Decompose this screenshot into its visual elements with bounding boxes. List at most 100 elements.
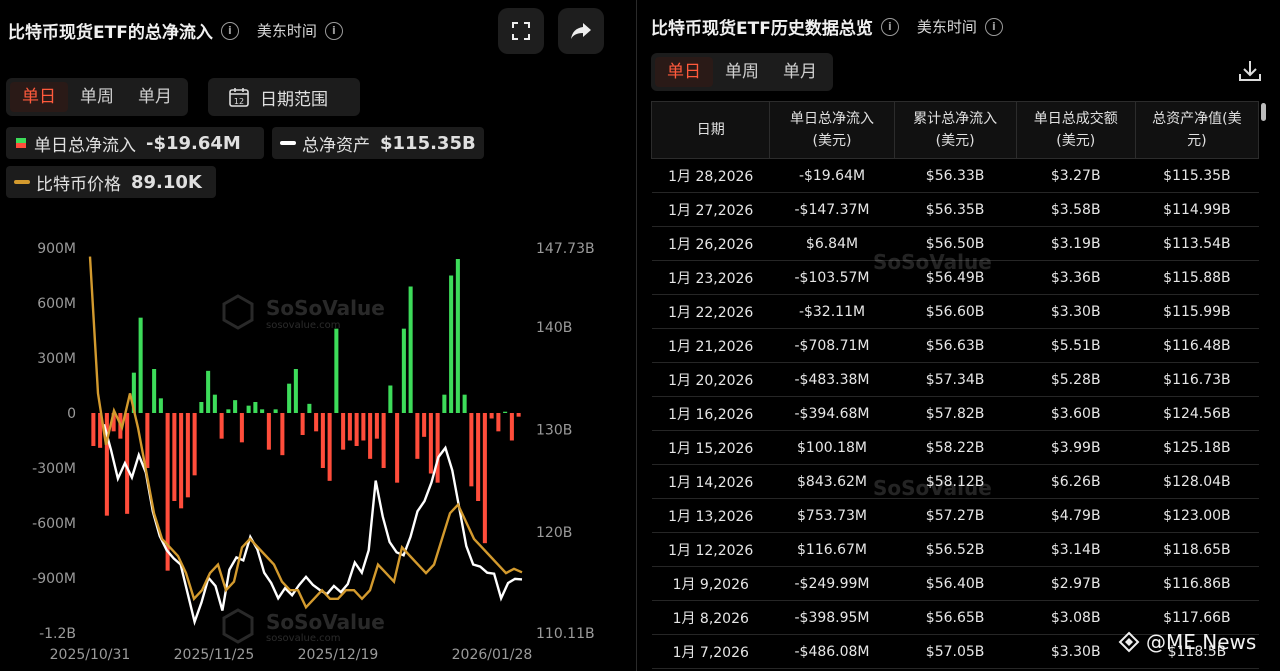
share-button[interactable] — [558, 8, 604, 54]
table-watermark: SoSoValue — [873, 250, 992, 274]
cell-date: 1月 21,2026 — [651, 328, 770, 363]
cell-nav: $115.88B — [1135, 260, 1259, 295]
watermark-logo-bottom: SoSoValue sosovalue.com — [222, 608, 385, 644]
cell-inflow: -$483.38M — [769, 362, 895, 397]
calendar-day: 12 — [234, 97, 244, 106]
cell-nav: $115.35B — [1135, 158, 1259, 193]
right-axis: 147.73B 140B 130B 120B 110.11B — [536, 241, 595, 642]
col-daily-inflow[interactable]: 单日总净流入 (美元) — [769, 101, 895, 159]
inflow-bar — [320, 413, 325, 468]
table-watermark-2: SoSoValue — [873, 476, 992, 500]
tab-weekly[interactable]: 单周 — [80, 87, 114, 107]
news-brand-label: @ME News — [1146, 630, 1257, 654]
inflow-bar — [388, 385, 393, 413]
inflow-bar — [212, 394, 217, 413]
history-timezone-info-icon[interactable]: i — [984, 17, 1003, 36]
history-tab-monthly[interactable]: 单月 — [783, 62, 817, 82]
inflow-bar — [104, 413, 109, 516]
inflow-bar — [361, 413, 366, 441]
inflow-bar — [462, 394, 467, 413]
inflow-bar — [199, 402, 204, 413]
watermark-site-bottom: sosovalue.com — [266, 633, 341, 644]
inflow-bar — [152, 369, 157, 413]
cell-nav: $118.65B — [1135, 532, 1259, 567]
left-tick-label: -1.2B — [39, 626, 76, 642]
inflow-bar — [516, 413, 521, 417]
cell-nav: $116.73B — [1135, 362, 1259, 397]
cell-cum: $56.33B — [894, 158, 1017, 193]
tab-daily[interactable]: 单日 — [10, 82, 68, 112]
cell-inflow: -$394.68M — [769, 396, 895, 431]
inflow-bar — [354, 413, 359, 446]
x-tick-label: 2026/01/28 — [452, 647, 533, 663]
table-row[interactable]: 1月 27,2026 -$147.37M $56.35B $3.58B $114.99B — [651, 192, 1259, 227]
legend-daily-inflow[interactable]: 单日总净流入 -$19.64M — [6, 127, 264, 159]
inflow-bar — [300, 413, 305, 435]
cell-nav: $113.54B — [1135, 226, 1259, 261]
inflow-bar — [442, 394, 447, 413]
left-tick-label: 300M — [37, 351, 76, 367]
table-row[interactable]: 1月 8,2026 -$398.95M $56.65B $3.08B $117.66B — [651, 600, 1259, 635]
news-brand: @ME News — [1118, 630, 1256, 654]
history-tab-weekly[interactable]: 单周 — [725, 62, 759, 82]
table-row[interactable]: 1月 13,2026 $753.73M $57.27B $4.79B $123.00B — [651, 498, 1259, 533]
inflow-bar — [219, 413, 224, 439]
news-logo-icon — [1118, 631, 1140, 653]
x-tick-label: 2025/11/25 — [174, 647, 255, 663]
btc-price-line — [88, 256, 523, 610]
right-tick-label: 120B — [536, 525, 572, 541]
history-info-icon[interactable]: i — [880, 17, 899, 36]
info-icon[interactable]: i — [220, 21, 239, 40]
inflow-bar — [125, 413, 130, 514]
left-axis: 900M 600M 300M 0 -300M -600M -900M -1.2B — [32, 241, 76, 642]
inflow-bar — [509, 413, 514, 441]
legend-total-assets[interactable]: 总净资产 $115.35B — [272, 127, 484, 159]
download-icon[interactable] — [1237, 58, 1263, 84]
col-daily-volume[interactable]: 单日总成交额 (美元) — [1015, 101, 1136, 159]
table-row[interactable]: 1月 26,2026 $6.84M $56.50B $3.19B $113.54B — [651, 226, 1259, 261]
col-nav[interactable]: 总资产净值(美 元) — [1134, 101, 1260, 159]
cell-nav: $118.5B — [1135, 634, 1259, 669]
legend-price-line-swatch — [14, 180, 30, 184]
table-row[interactable]: 1月 14,2026 $843.62M $58.12B $6.26B $128.04B — [651, 464, 1259, 499]
cell-nav: $115.99B — [1135, 294, 1259, 329]
inflow-bar — [145, 413, 150, 468]
cell-date: 1月 13,2026 — [651, 498, 770, 533]
table-row[interactable]: 1月 12,2026 $116.67M $56.52B $3.14B $118.65B — [651, 532, 1259, 567]
cell-date: 1月 7,2026 — [651, 634, 770, 669]
table-row[interactable]: 1月 16,2026 -$394.68M $57.82B $3.60B $124.56B — [651, 396, 1259, 431]
table-scrollbar[interactable] — [1261, 103, 1266, 121]
table-row[interactable]: 1月 15,2026 $100.18M $58.22B $3.99B $125.18B — [651, 430, 1259, 465]
cell-cum: $58.12B — [894, 464, 1017, 499]
cell-date: 1月 9,2026 — [651, 566, 770, 601]
col-date[interactable]: 日期 — [650, 101, 771, 159]
left-tick-label: 600M — [37, 296, 76, 312]
table-row[interactable]: 1月 9,2026 -$249.99M $56.40B $2.97B $116.86B — [651, 566, 1259, 601]
col-cum-inflow[interactable]: 累计总净流入 (美元) — [893, 101, 1017, 159]
table-row[interactable]: 1月 22,2026 -$32.11M $56.60B $3.30B $115.99B — [651, 294, 1259, 329]
cell-inflow: $116.67M — [769, 532, 895, 567]
timezone-info-icon[interactable]: i — [324, 21, 343, 40]
tab-monthly[interactable]: 单月 — [138, 87, 172, 107]
x-tick-label: 2025/10/31 — [50, 647, 131, 663]
cell-cum: $56.63B — [894, 328, 1017, 363]
cell-vol: $3.14B — [1016, 532, 1136, 567]
table-row[interactable]: 1月 28,2026 -$19.64M $56.33B $3.27B $115.35B — [651, 158, 1259, 193]
date-range-button[interactable]: 12 日期范围 — [208, 78, 360, 116]
table-row[interactable]: 1月 20,2026 -$483.38M $57.34B $5.28B $116.73B — [651, 362, 1259, 397]
cell-vol: $3.58B — [1016, 192, 1136, 227]
table-row[interactable]: 1月 7,2026 -$486.08M $57.05B $3.30B $118.5B — [651, 634, 1259, 669]
cell-inflow: -$708.71M — [769, 328, 895, 363]
inflow-bar — [395, 413, 400, 483]
inflow-bar — [422, 413, 427, 437]
legend-btc-price[interactable]: 比特币价格 89.10K — [6, 166, 216, 198]
cell-vol: $5.28B — [1016, 362, 1136, 397]
legend-daily-label: 单日总净流入 — [34, 135, 136, 156]
cell-date: 1月 26,2026 — [651, 226, 770, 261]
history-tab-daily[interactable]: 单日 — [655, 57, 713, 87]
table-row[interactable]: 1月 21,2026 -$708.71M $56.63B $5.51B $116.48B — [651, 328, 1259, 363]
history-timezone-label: 美东时间 — [916, 18, 977, 36]
cell-nav: $114.99B — [1135, 192, 1259, 227]
fullscreen-button[interactable] — [498, 8, 544, 54]
table-row[interactable]: 1月 23,2026 -$103.57M $56.49B $3.36B $115.88B — [651, 260, 1259, 295]
